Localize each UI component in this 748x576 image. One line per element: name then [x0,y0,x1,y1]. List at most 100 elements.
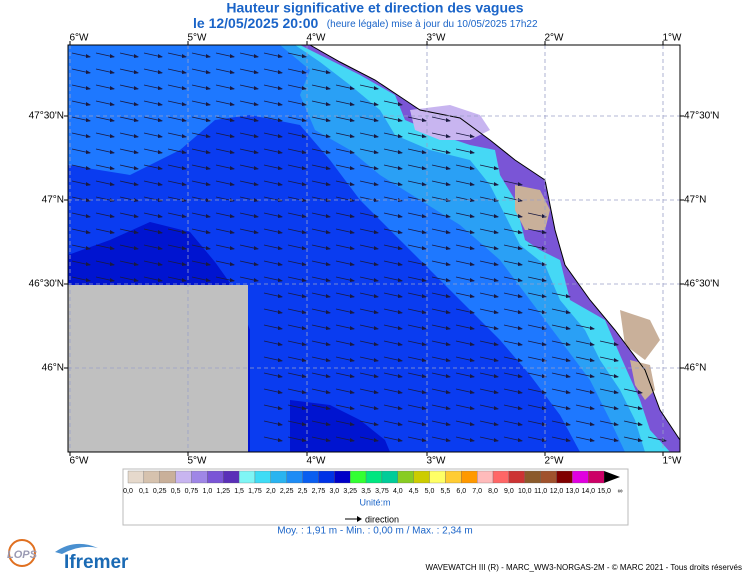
legend-swatch [318,470,335,484]
arrow-head [158,182,163,186]
legend-swatch [207,470,224,484]
arrow-head [134,246,139,250]
legend-label: 1,0 [202,488,212,495]
arrow-head [158,70,163,74]
arrow-head [446,342,451,346]
arrow-head [350,86,355,90]
arrow-head [302,438,307,442]
arrow-head [446,278,451,282]
arrow-head [422,246,427,250]
arrow-head [206,134,211,138]
legend-label: 0,25 [153,488,167,495]
legend-swatch [429,470,446,484]
legend-swatch [381,470,398,484]
arrow-head [350,310,355,314]
arrow-head [590,326,595,330]
legend-label: 4,0 [393,488,403,495]
arrow-head [614,358,619,362]
legend-label: 1,25 [216,488,230,495]
arrow-head [470,294,475,298]
lat-label-right: 47°30'N [684,111,719,122]
arrow-head [446,246,451,250]
arrow-head [446,294,451,298]
stats: Moy. : 1,91 m - Min. : 0,00 m / Max. : 2… [277,526,472,537]
arrow-head [302,86,307,90]
arrow-head [206,278,211,282]
arrow-head [134,166,139,170]
arrow-head [422,438,427,442]
lon-label-top: 1°W [663,33,683,44]
arrow-head [518,246,523,250]
arrow-head [374,150,379,154]
arrow-head [182,214,187,218]
arrow-head [230,246,235,250]
lon-label-bottom: 5°W [188,456,208,467]
arrow-head [158,102,163,106]
arrow-head [374,214,379,218]
arrow-head [446,182,451,186]
lon-label-bottom: 1°W [663,456,683,467]
legend-label: 3,0 [329,488,339,495]
arrow-head [206,230,211,234]
arrow-head [254,102,259,106]
arrow-head [134,70,139,74]
arrow-head [374,422,379,426]
arrow-head [398,246,403,250]
arrow-head [134,86,139,90]
arrow-head [254,214,259,218]
arrow-head [470,406,475,410]
map-frame [67,44,681,453]
legend-swatch [127,470,145,484]
logo-ifremer-text: Ifremer [64,552,129,573]
legend-label: 1,75 [248,488,262,495]
arrow-head [518,262,523,266]
arrow-head [254,118,259,122]
arrow-head [110,230,115,234]
arrow-head [374,86,379,90]
legend-label: 0,1 [139,488,149,495]
arrow-head [398,422,403,426]
arrow-head [182,182,187,186]
arrow-head [158,246,163,250]
arrow-head [398,342,403,346]
arrow-head [278,118,283,122]
arrow-head [350,166,355,170]
arrow-head [254,230,259,234]
legend-swatch [223,470,240,484]
arrow-head [326,358,331,362]
arrow-head [422,134,427,138]
arrow-head [470,134,475,138]
arrow-head [446,230,451,234]
arrow-head [374,374,379,378]
arrow-head [278,102,283,106]
arrow-head [230,214,235,218]
arrow-head [422,358,427,362]
arrow-head [302,294,307,298]
lat-label-left: 47°30'N [29,111,64,122]
lat-label-right: 46°N [684,363,706,374]
arrow-head [110,118,115,122]
arrow-head [86,118,91,122]
arrow-head [374,294,379,298]
arrow-head [206,86,211,90]
arrow-head [350,438,355,442]
arrow-head [398,166,403,170]
arrow-head [134,150,139,154]
arrow-head [302,310,307,314]
arrow-head [278,230,283,234]
arrow-head [494,342,499,346]
arrow-head [326,230,331,234]
arrow-head [470,214,475,218]
legend-label: 12,0 [550,488,564,495]
arrow-head [542,422,547,426]
arrow-head [110,214,115,218]
arrow-head [230,86,235,90]
arrow-head [182,134,187,138]
axes: 6°W 6°W 5°W 5°W 4°W 4°W 3°W 3°W 2°W 2°W 1°W 1°W 47°3… [29,33,720,467]
legend-label: 2,5 [298,488,308,495]
arrow-head [278,310,283,314]
arrow-head [326,150,331,154]
arrow-head [278,70,283,74]
arrow-head [614,342,619,346]
